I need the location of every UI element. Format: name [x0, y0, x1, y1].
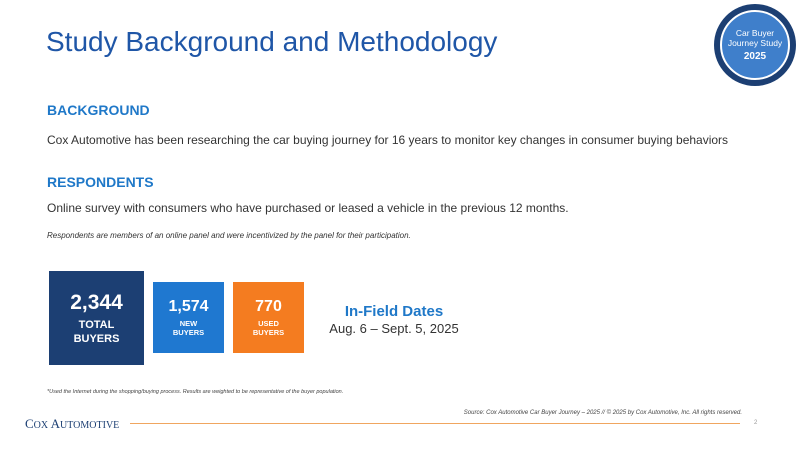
new-buyers-label: NEW BUYERS [172, 319, 205, 337]
new-buyers-value: 1,574 [168, 298, 209, 315]
logo-letter-a: A [50, 416, 61, 431]
logo-letter-c: C [25, 416, 34, 431]
cox-automotive-logo: COX AUTOMOTIVE [25, 415, 119, 433]
badge-year: 2025 [743, 51, 767, 62]
infield-dates-heading: In-Field Dates [344, 303, 444, 320]
footnote: *Used the Internet during the shopping/b… [47, 389, 344, 395]
source-note: Source: Cox Automotive Car Buyer Journey… [463, 410, 742, 416]
total-buyers-box: 2,344 TOTAL BUYERS [49, 271, 144, 365]
infield-dates-range: Aug. 6 – Sept. 5, 2025 [329, 321, 459, 336]
used-buyers-value: 770 [255, 298, 282, 315]
background-text: Cox Automotive has been researching the … [47, 133, 729, 147]
study-badge-inner: Car Buyer Journey Study 2025 [720, 10, 790, 80]
footer-divider [130, 423, 740, 424]
total-buyers-label: TOTAL BUYERS [73, 318, 120, 345]
total-buyers-value: 2,344 [70, 290, 123, 314]
study-badge: Car Buyer Journey Study 2025 [714, 4, 796, 86]
new-buyers-box: 1,574 NEW BUYERS [153, 282, 224, 353]
page-title: Study Background and Methodology [46, 26, 498, 57]
respondents-text: Online survey with consumers who have pu… [47, 201, 569, 215]
page-number: 2 [754, 420, 758, 426]
logo-word-utomotive: UTOMOTIVE [60, 420, 120, 431]
used-buyers-box: 770 USED BUYERS [233, 282, 304, 353]
used-buyers-label: USED BUYERS [252, 319, 285, 337]
respondents-heading: RESPONDENTS [47, 174, 154, 190]
respondents-note: Respondents are members of an online pan… [47, 231, 411, 240]
background-heading: BACKGROUND [47, 102, 150, 118]
logo-word-ox: OX [33, 420, 51, 431]
badge-label: Car Buyer Journey Study [727, 28, 783, 48]
